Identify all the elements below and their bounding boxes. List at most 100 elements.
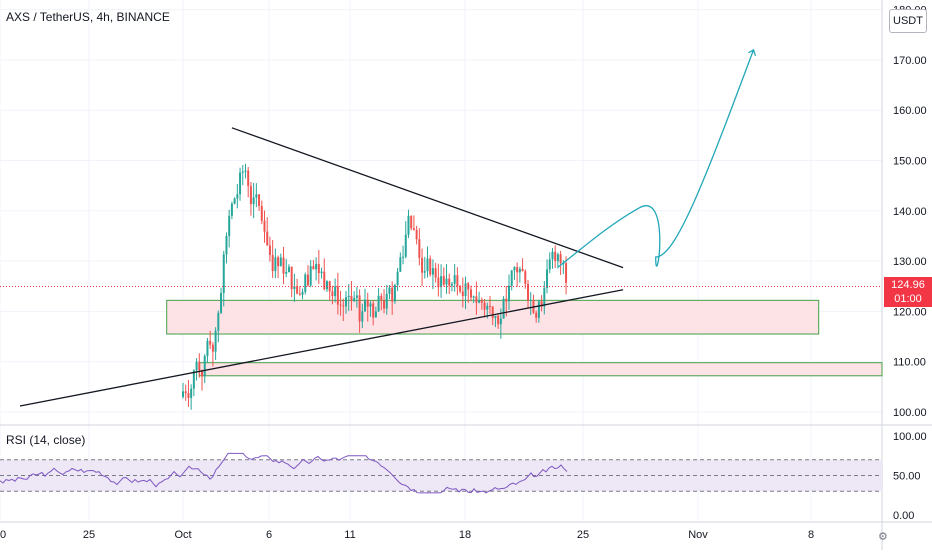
x-tick-label: 11 — [344, 529, 355, 541]
candle-body — [402, 256, 405, 258]
candle-body — [331, 291, 334, 297]
candle-body — [347, 295, 350, 298]
x-tick-label: 25 — [577, 529, 589, 541]
candle-body — [353, 297, 356, 301]
y-tick-label: 100.00 — [893, 407, 927, 419]
x-tick-label: Oct — [174, 529, 191, 541]
candle-body — [429, 258, 432, 275]
candle-body — [233, 198, 236, 204]
candle-body — [459, 286, 462, 292]
candle-body — [293, 286, 296, 290]
projection-path — [557, 49, 755, 268]
bar-countdown: 01:00 — [894, 293, 922, 305]
y-tick-label: 120.00 — [893, 306, 927, 318]
candle-body — [535, 312, 538, 318]
candle-body — [287, 266, 290, 272]
candle-body — [518, 268, 521, 273]
candle-body — [249, 186, 252, 205]
candle-body — [296, 286, 299, 294]
candle-body — [494, 315, 497, 318]
candle-body — [524, 271, 527, 284]
rsi-tick-label: 100.00 — [893, 431, 927, 443]
candle-body — [391, 287, 394, 302]
candle-body — [464, 283, 467, 297]
candle-body — [220, 293, 223, 313]
candle-body — [206, 340, 209, 357]
candle-body — [279, 257, 282, 267]
candle-body — [325, 281, 328, 290]
candle-body — [258, 194, 261, 206]
candle-body — [415, 230, 418, 240]
candle-body — [309, 266, 312, 286]
candle-body — [478, 299, 481, 303]
candle-body — [198, 361, 201, 371]
candle-body — [461, 291, 464, 297]
candle-body — [532, 299, 535, 313]
candle-body — [201, 370, 204, 377]
candle-body — [298, 293, 301, 295]
rsi-line — [0, 452, 568, 494]
candle-body — [190, 388, 193, 398]
ascending-trendline — [19, 289, 624, 407]
y-tick-label: 130.00 — [893, 256, 927, 268]
candle-body — [244, 170, 247, 172]
candle-body — [285, 271, 288, 274]
settings-icon[interactable]: ⚙ — [878, 531, 888, 543]
candle-body — [366, 299, 369, 307]
candle-body — [336, 286, 339, 305]
descending-trendline — [231, 127, 624, 269]
candle-body — [315, 263, 318, 270]
candle-body — [374, 311, 377, 318]
candle-body — [380, 295, 383, 301]
candle-body — [548, 259, 551, 270]
candle-body — [456, 275, 459, 287]
candles-group — [182, 163, 568, 410]
candle-body — [312, 266, 315, 270]
candle-body — [407, 215, 410, 235]
candle-body — [453, 275, 456, 284]
candle-body — [483, 302, 486, 310]
candle-body — [209, 340, 212, 345]
y-tick-label: 110.00 — [893, 357, 926, 369]
candle-body — [263, 220, 266, 232]
candle-body — [217, 312, 220, 331]
candle-body — [437, 277, 440, 288]
x-tick-label: Nov — [688, 529, 708, 541]
candle-body — [369, 303, 372, 307]
candle-body — [499, 318, 502, 325]
candle-body — [334, 286, 337, 297]
candle-body — [195, 361, 198, 371]
candle-body — [434, 268, 437, 278]
rsi-title: RSI (14, close) — [6, 433, 86, 447]
candle-body — [559, 254, 562, 264]
candle-body — [228, 215, 231, 237]
rsi-tick-label: 0.00 — [893, 510, 914, 522]
candle-body — [241, 171, 244, 173]
candle-body — [328, 281, 331, 292]
candle-body — [358, 295, 361, 322]
candle-body — [211, 344, 214, 352]
candle-body — [396, 271, 399, 286]
rsi-tick-label: 50.00 — [893, 471, 921, 483]
candle-body — [513, 267, 516, 271]
candle-body — [361, 311, 364, 322]
candle-body — [448, 278, 451, 286]
last-price-label: 124.96 01:00 — [884, 277, 932, 307]
candle-body — [546, 269, 549, 288]
currency-badge[interactable]: USDT — [889, 9, 927, 33]
candle-body — [565, 263, 568, 283]
candle-body — [431, 268, 434, 275]
y-tick-label: 170.00 — [893, 55, 927, 67]
candle-body — [290, 266, 293, 290]
candle-body — [529, 299, 532, 301]
candle-body — [277, 257, 280, 267]
x-tick-label: 25 — [83, 529, 95, 541]
candle-body — [540, 301, 543, 307]
candle-body — [440, 276, 443, 288]
x-tick-label: 6 — [266, 529, 272, 541]
x-tick-label: 20 — [0, 529, 6, 541]
candle-body — [342, 305, 345, 307]
candle-body — [260, 205, 263, 221]
